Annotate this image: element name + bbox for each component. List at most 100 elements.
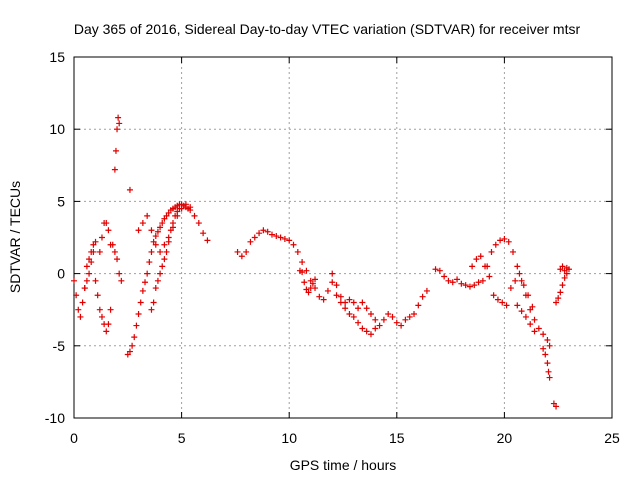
data-point [152,285,159,292]
data-point [148,306,155,313]
series-t14 [432,235,553,349]
data-point [545,368,552,375]
data-point [398,322,405,329]
data-point [165,238,172,245]
data-point [333,282,340,289]
data-point [200,230,207,237]
data-point [423,287,430,294]
data-point [488,248,495,255]
data-point [86,270,93,277]
data-point [499,299,506,306]
data-point [350,313,357,320]
data-point [176,205,183,212]
data-point [449,279,456,286]
data-point [520,282,527,289]
data-point [363,328,370,335]
series-t10 [234,227,379,338]
data-point [238,253,245,260]
data-point [129,342,136,349]
data-point [114,126,121,133]
series-t13 [329,270,430,329]
data-point [415,302,422,309]
data-point [90,248,97,255]
data-point [159,220,166,227]
data-point [301,279,308,286]
data-point [92,238,99,245]
x-tick-label: 0 [70,430,78,446]
data-point [501,235,508,242]
x-tick-label: 5 [178,430,186,446]
data-point [503,302,510,309]
data-point [187,204,194,211]
data-point [204,237,211,244]
data-point [256,230,263,237]
data-point [96,306,103,313]
data-point [105,321,112,328]
data-point [152,241,159,248]
data-point [505,238,512,245]
data-point [540,331,547,338]
data-point [115,114,122,121]
data-point [290,241,297,248]
y-tick-label: 5 [57,193,65,209]
data-point [243,248,250,255]
y-tick-label: -5 [53,338,66,354]
data-point [161,256,168,263]
data-point [142,279,149,286]
data-point [148,248,155,255]
data-point [389,313,396,320]
chart-title: Day 365 of 2016, Sidereal Day-to-day VTE… [74,21,581,37]
data-point [281,235,288,242]
data-point [367,311,374,318]
data-point [490,292,497,299]
data-point [527,321,534,328]
data-point [182,201,189,208]
series-t16 [514,302,538,335]
data-point [350,299,357,306]
data-point [169,220,176,227]
data-point [71,277,77,284]
data-point [312,276,319,283]
data-point [346,311,353,318]
data-point [497,237,504,244]
data-point [157,248,164,255]
data-point [172,212,179,219]
data-point [309,280,316,287]
data-point [385,311,392,318]
data-point [154,277,161,284]
data-point [355,319,362,326]
data-point [126,348,133,355]
data-point [111,166,118,173]
data-point [482,263,489,270]
data-point [234,248,241,255]
data-point [139,287,146,294]
plot-frame [73,56,613,419]
axis-ticks: 0 5 10 15 20 25 -10 -5 0 5 10 15 [45,49,620,446]
data-point [299,259,306,266]
data-point [260,227,267,234]
data-point [303,267,310,274]
data-point [333,292,340,299]
series-t1 [81,238,99,292]
data-point [157,270,164,277]
data-point [167,227,174,234]
y-tick-label: -10 [45,410,65,426]
series-t2 [92,277,114,335]
data-point [531,328,538,335]
series-t20 [557,263,572,274]
data-point [146,259,153,266]
data-point [137,299,144,306]
data-point [458,280,465,287]
data-point [553,403,560,410]
series-t5 [109,241,125,284]
data-point [163,248,170,255]
data-point [559,263,566,270]
data-point [79,299,86,306]
data-point [565,266,572,273]
data-point [380,316,387,323]
data-point [544,360,551,367]
data-point [320,296,327,303]
data-point [441,273,448,280]
